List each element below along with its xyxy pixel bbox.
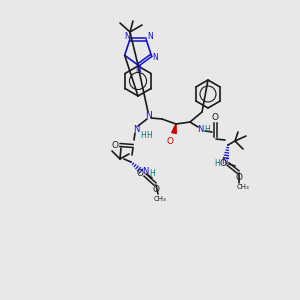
Text: H: H [204, 125, 210, 134]
Text: O: O [167, 136, 173, 146]
Text: H: H [149, 169, 155, 178]
Text: O: O [212, 113, 218, 122]
Text: N: N [145, 110, 152, 119]
Text: CH₃: CH₃ [154, 196, 166, 202]
Text: CH₃: CH₃ [237, 184, 249, 190]
Polygon shape [172, 124, 176, 134]
Text: H: H [140, 130, 146, 140]
Text: O: O [236, 173, 242, 182]
Text: N: N [135, 64, 141, 74]
Text: N: N [147, 32, 153, 41]
Text: O: O [112, 140, 118, 149]
Text: O: O [220, 158, 226, 167]
Text: H: H [214, 160, 220, 169]
Text: N: N [152, 53, 158, 62]
Text: O: O [136, 169, 143, 178]
Text: O: O [152, 185, 160, 194]
Text: H: H [146, 130, 152, 140]
Text: N: N [221, 158, 227, 166]
Text: N: N [124, 32, 130, 41]
Text: N: N [142, 167, 148, 176]
Text: N: N [133, 124, 139, 134]
Text: N: N [197, 124, 203, 134]
